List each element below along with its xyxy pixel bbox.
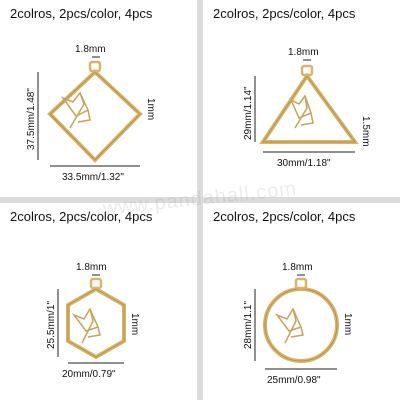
ring-size-label: 1.8mm xyxy=(75,44,106,55)
panel-header: 2colros, 2pcs/color, 4pcs xyxy=(213,209,356,224)
panel-rhombus-pendant: 2colros, 2pcs/color, 4pcs 1.8mm 37.5mm/1… xyxy=(0,0,197,197)
width-label: 33.5mm/1.32" xyxy=(62,172,124,183)
circle-frame-edge xyxy=(264,288,338,362)
triangle-drawing: 1.8mm 29mm/1.14" 30mm/1.18" 1.5mm xyxy=(243,47,371,169)
width-label: 20mm/0.79" xyxy=(62,369,116,380)
rhombus-frame-edge xyxy=(49,71,141,161)
height-label: 29mm/1.14" xyxy=(243,86,254,140)
jump-ring-loop xyxy=(88,60,102,73)
jump-ring-loop xyxy=(294,277,308,290)
triangle-frame-edge xyxy=(262,75,356,143)
jump-ring-loop xyxy=(89,277,103,290)
ring-size-label: 1.8mm xyxy=(288,47,319,58)
thickness-label: 1mm xyxy=(129,313,140,335)
width-label: 25mm/0.98" xyxy=(267,375,321,386)
hexagon-frame-edge xyxy=(67,288,125,358)
ring-size-label: 1.8mm xyxy=(76,262,107,273)
thickness-label: 1mm xyxy=(145,98,156,120)
rhombus-drawing: 1.8mm 37.5mm/1.48" 33.5mm/1.32" 1mm xyxy=(26,44,156,183)
panel-header: 2colros, 2pcs/color, 4pcs xyxy=(213,6,356,21)
circle-drawing: 1.8mm 28mm/1.1" 25mm/0.98" 1mm xyxy=(243,262,353,386)
rhombus-frame xyxy=(47,69,143,163)
thickness-label: 1mm xyxy=(342,313,353,335)
crane-icon xyxy=(71,307,101,344)
panel-triangle-pendant: 2colros, 2pcs/color, 4pcs 1.8mm 29mm/1.1… xyxy=(203,0,400,197)
thickness-label: 1.5mm xyxy=(360,116,371,147)
hexagon-drawing: 1.8mm 25.5mm/1" 20mm/0.79" 1mm xyxy=(46,262,140,380)
height-label: 37.5mm/1.48" xyxy=(26,88,37,150)
ring-size-label: 1.8mm xyxy=(282,262,313,273)
height-label: 28mm/1.1" xyxy=(243,301,254,349)
panel-hexagon-pendant: 2colros, 2pcs/color, 4pcs 1.8mm 25.5mm/1… xyxy=(0,203,197,400)
crane-icon xyxy=(289,94,314,129)
jump-ring-loop xyxy=(300,64,314,77)
panel-circle-pendant: 2colros, 2pcs/color, 4pcs 1.8mm 28mm/1.1… xyxy=(203,203,400,400)
width-label: 30mm/1.18" xyxy=(277,158,331,169)
panel-header: 2colros, 2pcs/color, 4pcs xyxy=(10,209,153,224)
height-label: 25.5mm/1" xyxy=(46,301,57,349)
crane-icon xyxy=(274,307,304,344)
panel-header: 2colros, 2pcs/color, 4pcs xyxy=(10,6,153,21)
crane-icon xyxy=(60,91,91,129)
